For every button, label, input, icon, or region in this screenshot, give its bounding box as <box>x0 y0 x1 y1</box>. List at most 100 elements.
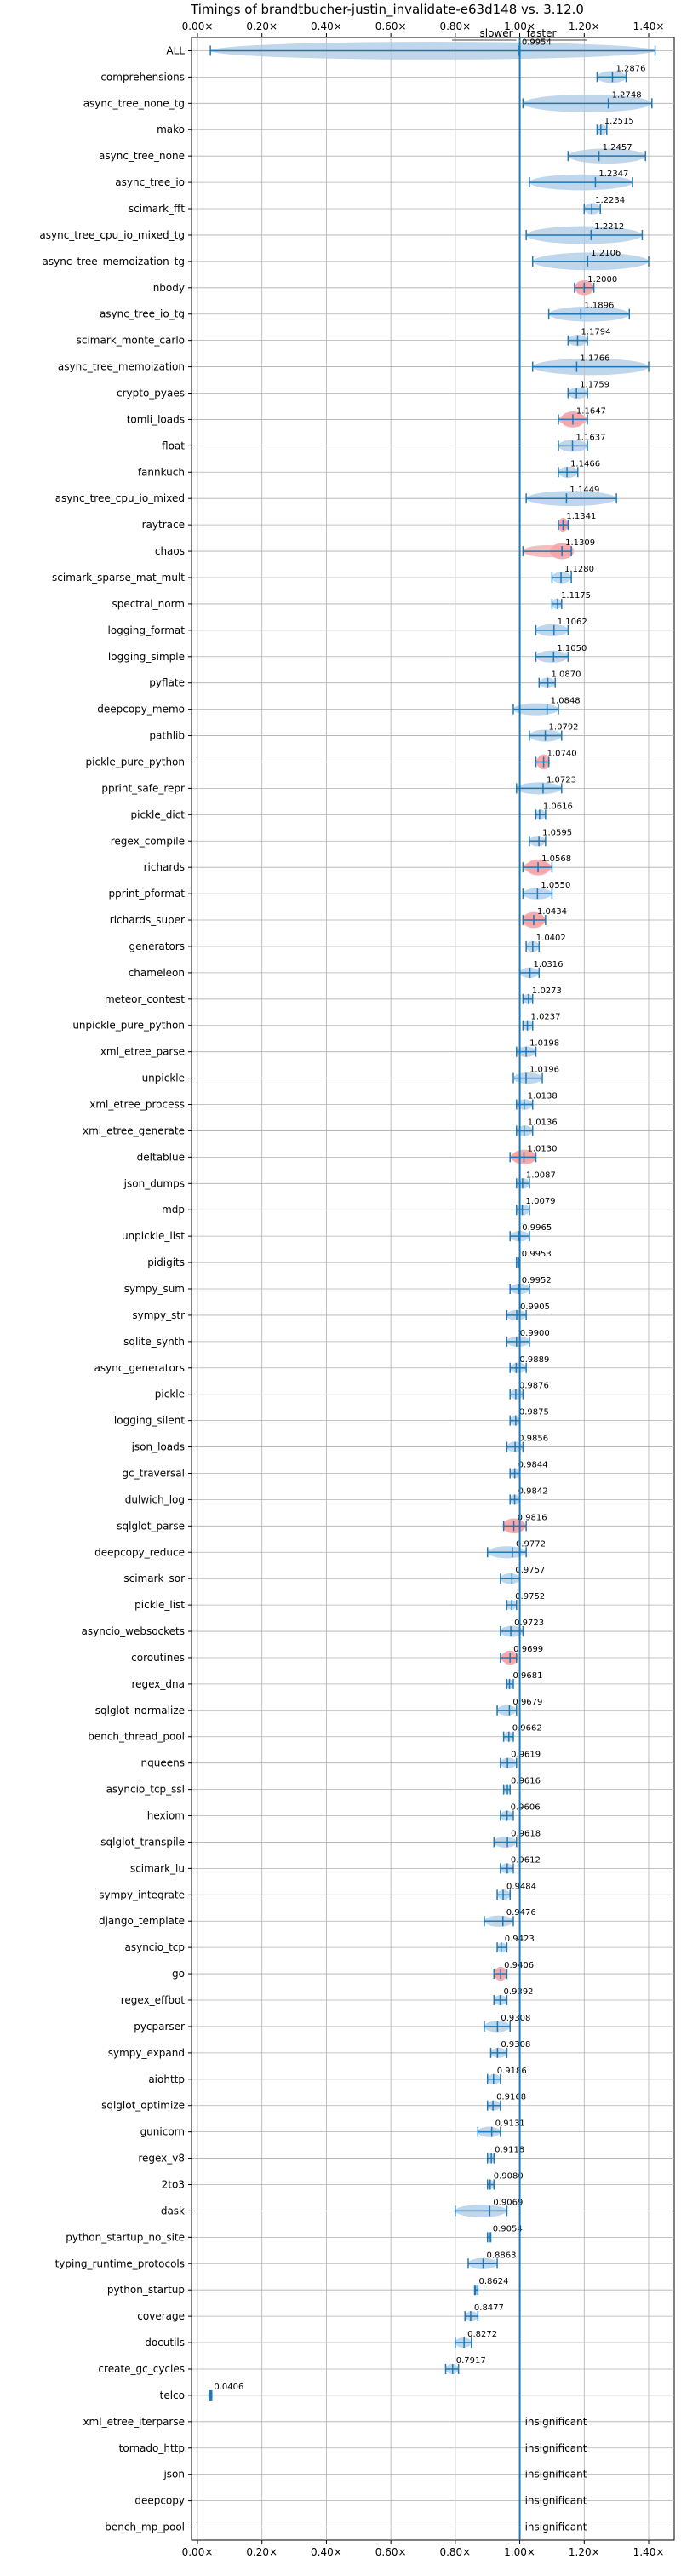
benchmark-label: sqlglot_optimize <box>101 2100 185 2112</box>
value-label: 1.1449 <box>569 486 599 495</box>
value-label: 0.9679 <box>512 1698 542 1707</box>
value-label: 0.7917 <box>456 2356 486 2366</box>
benchmark-label: scimark_sparse_mat_mult <box>52 572 185 584</box>
benchmark-label: sqlite_synth <box>123 1336 185 1348</box>
x-tick-label-top: 0.40× <box>311 20 342 32</box>
x-tick-label-top: 1.20× <box>569 20 600 32</box>
value-label: 0.9723 <box>514 1619 544 1628</box>
value-label: 1.1050 <box>557 644 587 653</box>
benchmark-label: json <box>163 2469 185 2481</box>
x-tick-label-bottom: 1.00× <box>504 2546 535 2558</box>
value-label: 1.1794 <box>581 328 610 337</box>
x-tick-label-top: 0.80× <box>439 20 471 32</box>
value-label: 0.8477 <box>474 2303 504 2313</box>
x-tick-label-top: 1.00× <box>504 20 535 32</box>
benchmark-label: python_startup <box>107 2284 185 2296</box>
benchmark-label: coverage <box>137 2310 185 2322</box>
benchmark-label: aiohttp <box>148 2073 185 2085</box>
value-label: 0.9612 <box>511 1855 541 1865</box>
value-label: 1.0130 <box>527 1144 557 1153</box>
benchmark-label: pickle_pure_python <box>86 756 185 768</box>
value-label: 1.0079 <box>526 1197 556 1206</box>
benchmark-label: pidigits <box>147 1256 185 1268</box>
value-label: 0.9606 <box>511 1803 541 1813</box>
value-label: 1.1637 <box>576 433 606 442</box>
benchmark-label: unpickle_pure_python <box>72 1020 185 1032</box>
value-label: 0.9752 <box>515 1592 545 1601</box>
value-label: 0.9757 <box>515 1566 545 1575</box>
benchmark-label: nbody <box>153 282 185 294</box>
benchmark-label: xml_etree_parse <box>100 1046 185 1058</box>
value-label: 1.0723 <box>547 775 576 785</box>
benchmark-label: xml_etree_generate <box>83 1124 185 1136</box>
benchmark-label: meteor_contest <box>105 993 185 1005</box>
value-label: 1.0434 <box>537 907 567 917</box>
benchmark-label: chaos <box>155 545 185 557</box>
value-label: 0.9131 <box>495 2119 525 2129</box>
value-label: 1.2457 <box>603 143 632 152</box>
benchmark-label: spectral_norm <box>112 598 185 610</box>
benchmark-label: django_template <box>99 1915 185 1927</box>
value-label: 1.0568 <box>541 854 571 864</box>
benchmark-label: richards <box>144 861 185 873</box>
value-label: 1.1896 <box>584 302 614 311</box>
value-label: 0.8624 <box>478 2277 508 2286</box>
value-label: 0.9616 <box>511 1777 541 1786</box>
benchmark-label: tomli_loads <box>127 413 185 425</box>
value-label: 0.9308 <box>501 2040 530 2050</box>
benchmark-label: logging_simple <box>108 651 185 663</box>
benchmark-label: logging_format <box>107 624 185 636</box>
value-label: 0.9118 <box>495 2146 524 2155</box>
value-label: 0.9876 <box>519 1382 549 1391</box>
x-tick-label-top: 1.40× <box>633 20 665 32</box>
value-label: 1.0616 <box>543 802 573 811</box>
value-label: 1.0792 <box>549 723 579 733</box>
benchmark-label: async_tree_none_tg <box>83 97 185 109</box>
value-label: 0.9953 <box>522 1250 552 1259</box>
value-label: 0.9954 <box>522 37 552 47</box>
value-label: 1.0198 <box>529 1039 559 1049</box>
value-label: 1.0402 <box>536 934 566 943</box>
benchmark-label: asyncio_websockets <box>82 1625 185 1637</box>
value-label: 1.0550 <box>541 881 570 890</box>
benchmark-label: async_tree_io_tg <box>100 308 185 320</box>
value-label: 0.9168 <box>496 2093 526 2102</box>
value-label: 1.2212 <box>594 222 624 232</box>
value-label: 1.2106 <box>591 249 621 258</box>
insignificant-label: insignificant <box>525 2495 587 2507</box>
value-label: 0.9618 <box>511 1829 541 1838</box>
benchmark-label: 2to3 <box>162 2178 185 2190</box>
benchmark-label: comprehensions <box>100 71 185 83</box>
benchmark-label: scimark_fft <box>129 203 185 215</box>
benchmark-label: regex_v8 <box>138 2153 185 2165</box>
benchmark-label: deepcopy_reduce <box>94 1546 185 1558</box>
value-label: 0.9476 <box>506 1908 536 1918</box>
benchmark-label: regex_compile <box>111 835 185 847</box>
x-tick-label-bottom: 0.60× <box>375 2546 407 2558</box>
value-label: 1.1341 <box>566 512 596 521</box>
value-label: 1.2748 <box>612 90 642 100</box>
benchmark-label: bench_thread_pool <box>88 1731 185 1743</box>
value-label: 0.9856 <box>518 1435 548 1444</box>
benchmark-label: mako <box>157 124 185 135</box>
value-label: 1.0273 <box>532 986 562 996</box>
slower-label: slower <box>480 27 513 39</box>
benchmark-label: sympy_integrate <box>99 1889 185 1900</box>
value-label: 1.1759 <box>580 381 609 390</box>
x-tick-label-top: 0.60× <box>375 20 407 32</box>
value-label: 1.0870 <box>552 670 581 680</box>
benchmark-label: tornado_http <box>119 2442 185 2454</box>
benchmark-label: unpickle <box>142 1072 185 1084</box>
value-label: 1.2876 <box>615 64 645 73</box>
value-label: 0.9054 <box>493 2224 523 2234</box>
benchmark-label: sqlglot_transpile <box>100 1836 185 1848</box>
value-label: 0.8863 <box>487 2251 517 2260</box>
value-label: 0.0406 <box>214 2383 243 2392</box>
benchmark-label: go <box>172 1968 185 1980</box>
chart-title: Timings of brandtbucher-justin_invalidat… <box>190 2 584 18</box>
value-label: 0.9844 <box>518 1460 548 1469</box>
value-label: 0.9619 <box>511 1751 541 1760</box>
benchmark-label: scimark_lu <box>130 1862 185 1874</box>
value-label: 1.0595 <box>542 828 572 837</box>
value-label: 1.0316 <box>534 960 564 969</box>
